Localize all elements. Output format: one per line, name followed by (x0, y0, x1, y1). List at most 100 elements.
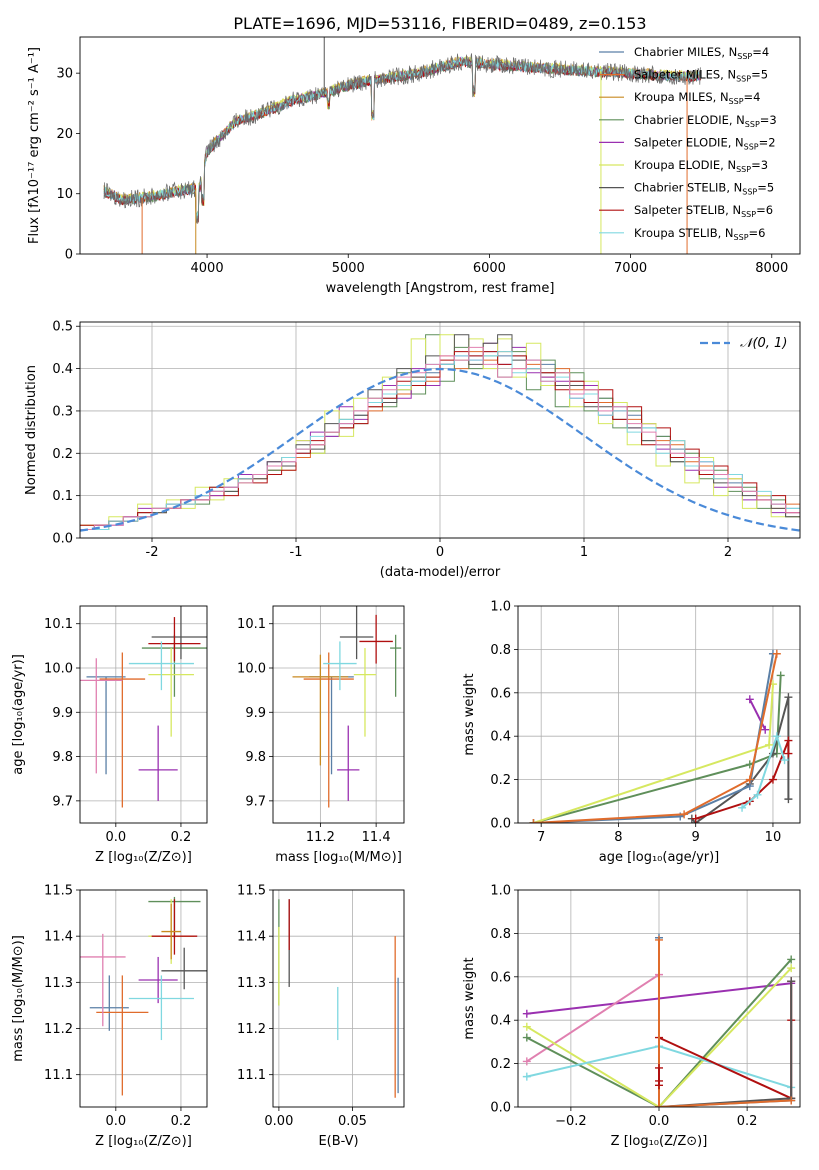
x-tick-label: 8 (614, 830, 622, 845)
y-tick-label: 10.1 (44, 617, 73, 632)
y-tick-label: 0.0 (52, 532, 73, 547)
y-tick-label: 1.0 (490, 600, 511, 615)
figure-title: PLATE=1696, MJD=53116, FIBERID=0489, z=0… (233, 14, 646, 33)
mass-weight-marker (761, 725, 770, 734)
model-spectrum-line (103, 56, 702, 223)
spectrum-legend: Chabrier MILES, NSSP=4 Salpeter MILES, NS… (599, 45, 777, 242)
x-tick-label: 2 (724, 545, 732, 560)
mass-weight-marker (753, 790, 762, 799)
axes-frame (79, 321, 801, 539)
mass-weight-marker (522, 1057, 531, 1066)
mass-weight-marker (784, 795, 793, 804)
histogram-step (80, 351, 800, 538)
mass-weight-marker (691, 814, 700, 823)
legend-label: 𝒩(0, 1) (740, 336, 787, 351)
mass-weight-line (526, 958, 792, 1107)
mass-weight-marker (784, 693, 793, 702)
y-axis-label: mass [log₁₀(M/M⊙)] (11, 935, 26, 1062)
axes-frame (79, 889, 208, 1108)
panel-massweight_vs_Z: −0.2 0.0 0.2 0.0 0.2 0.4 0.6 0.8 1.0 Z [log₁₀(Z/Z… (462, 884, 801, 1149)
mass-weight-line (748, 698, 767, 731)
y-tick-label: 11.1 (44, 1068, 73, 1083)
model-spectrum-line (103, 58, 702, 222)
y-tick-label: 11.3 (44, 976, 73, 991)
mass-weight-marker (776, 671, 785, 680)
y-tick-label: 0.0 (490, 1101, 511, 1116)
mass-weight-marker (772, 732, 781, 741)
panel-age_vs_mass: 11.2 11.4 9.7 9.8 9.9 10.0 10.1 mass [log₁₀(M/M… (237, 605, 405, 865)
y-axis-label: Normed distribution (24, 365, 39, 495)
gaussian-curve (80, 367, 800, 532)
mass-weight-line (533, 653, 778, 823)
x-tick-label: 4000 (191, 261, 224, 276)
model-spectrum-line (103, 55, 702, 222)
x-tick-label: 0.0 (105, 1114, 126, 1129)
y-axis-label: age [log₁₀(age/yr)] (11, 654, 26, 775)
mass-weight-marker (655, 935, 663, 944)
panel-spectrum: 4000 5000 6000 7000 8000 0 10 20 30 wavelength [A… (27, 36, 801, 296)
y-tick-label: 0 (65, 248, 73, 263)
mass-weight-marker (680, 810, 689, 819)
x-tick-label: 11.4 (362, 830, 391, 845)
mass-weight-marker (655, 1063, 663, 1072)
y-tick-label: 10.0 (237, 662, 266, 677)
y-tick-label: 0.2 (490, 1057, 511, 1072)
axes-frame (79, 605, 208, 824)
x-tick-label: 0.2 (737, 1114, 758, 1129)
panel-massweight_vs_age: 7 8 9 10 0.0 0.2 0.4 0.6 0.8 1.0 age [log₁₀(age/yr… (462, 600, 801, 865)
panel-residual_hist: -2 -1 0 1 2 0.0 0.1 0.2 0.3 0.4 0.5 (data-model)/er… (24, 320, 801, 580)
y-tick-label: 0.5 (52, 320, 73, 335)
mass-weight-marker (787, 977, 796, 986)
mass-weight-marker (772, 649, 781, 658)
hist-legend: 𝒩(0, 1) (700, 336, 787, 351)
x-tick-label: 6000 (473, 261, 506, 276)
y-tick-label: 9.9 (52, 706, 73, 721)
y-tick-label: 30 (56, 67, 73, 82)
mass-weight-marker (765, 740, 774, 749)
y-tick-label: 10.1 (237, 617, 266, 632)
plot-area (278, 899, 399, 1098)
mass-weight-marker (522, 1022, 531, 1031)
histogram-step (80, 351, 800, 538)
y-axis-label: mass weight (462, 673, 477, 755)
x-axis-label: mass [log₁₀(M/M⊙)] (275, 850, 402, 865)
mass-weight-line (533, 684, 774, 823)
mass-weight-marker (768, 775, 777, 784)
mass-weight-line (526, 967, 792, 1107)
legend-label: Chabrier ELODIE, NSSP=3 (634, 113, 777, 129)
mass-weight-line (533, 675, 782, 823)
y-tick-label: 11.5 (44, 884, 73, 899)
y-tick-label: 0.6 (490, 970, 511, 985)
mass-weight-marker (738, 803, 747, 812)
x-tick-label: 9 (692, 830, 700, 845)
mass-weight-marker (655, 1076, 663, 1085)
mass-weight-line (533, 653, 774, 823)
legend-label: Chabrier MILES, NSSP=4 (634, 45, 769, 61)
y-tick-label: 11.4 (237, 930, 266, 945)
x-axis-label: Z [log₁₀(Z/Z⊙)] (611, 1134, 708, 1149)
y-tick-label: 0.8 (490, 643, 511, 658)
y-tick-label: 0.3 (52, 404, 73, 419)
x-axis-label: wavelength [Angstrom, rest frame] (326, 281, 555, 296)
plot-area (522, 933, 796, 1107)
x-tick-label: −0.2 (555, 1114, 587, 1129)
y-tick-label: 9.7 (245, 794, 266, 809)
y-tick-label: 11.4 (44, 930, 73, 945)
plot-area (80, 606, 207, 808)
x-tick-label: 8000 (755, 261, 788, 276)
legend-label: Salpeter MILES, NSSP=5 (634, 68, 768, 84)
legend-label: Chabrier STELIB, NSSP=5 (634, 181, 774, 197)
y-tick-label: 0.2 (490, 773, 511, 788)
y-tick-label: 11.1 (237, 1068, 266, 1083)
mass-weight-marker (784, 749, 793, 758)
y-tick-label: 10 (56, 187, 73, 202)
mass-weight-marker (655, 1103, 663, 1107)
y-tick-label: 1.0 (490, 884, 511, 899)
legend-label: Kroupa MILES, NSSP=4 (634, 90, 760, 106)
y-tick-label: 0.4 (490, 730, 511, 745)
mass-weight-marker (745, 775, 754, 784)
x-axis-label: Z [log₁₀(Z/Z⊙)] (95, 850, 192, 865)
mass-weight-marker (522, 1033, 531, 1042)
y-tick-label: 9.9 (245, 706, 266, 721)
